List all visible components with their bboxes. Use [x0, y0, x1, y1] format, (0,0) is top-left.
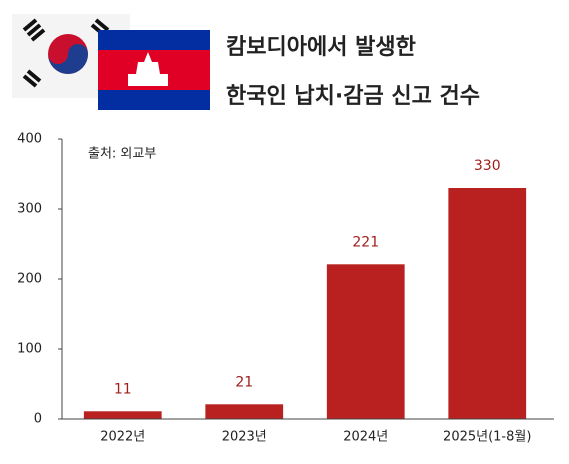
value-label: 21	[235, 374, 253, 390]
value-label: 330	[474, 158, 501, 174]
y-tick-label: 300	[17, 202, 42, 217]
trigrams	[22, 18, 110, 88]
x-tick-label: 2024년	[343, 430, 388, 445]
source: 출처: 외교부	[88, 147, 156, 162]
chart-title: 한국인 납치·감금 신고 건수	[226, 84, 480, 109]
flags	[12, 14, 210, 110]
value-label: 221	[352, 234, 379, 250]
taegeuk-blue	[48, 44, 88, 74]
y-tick-label: 200	[17, 272, 42, 287]
bar	[83, 411, 162, 419]
y-tick-label: 400	[17, 132, 42, 147]
value-label: 11	[114, 381, 132, 397]
bar	[448, 188, 527, 419]
y-tick-label: 0	[34, 412, 42, 427]
bar	[326, 264, 405, 419]
x-tick-label: 2022년	[100, 430, 145, 445]
y-tick-label: 100	[17, 342, 42, 357]
angkor-wat	[128, 52, 168, 86]
chart-title: 캄보디아에서 발생한	[226, 35, 416, 60]
bar	[205, 404, 284, 419]
x-tick-label: 2023년	[222, 430, 267, 445]
x-tick-label: 2025년(1-8월)	[443, 430, 531, 445]
